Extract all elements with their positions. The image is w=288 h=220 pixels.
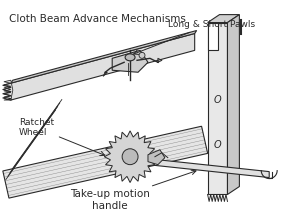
Text: Cloth Beam Advance Mechanisms: Cloth Beam Advance Mechanisms [9, 14, 186, 24]
Polygon shape [11, 31, 197, 83]
Polygon shape [148, 159, 269, 178]
Polygon shape [3, 126, 208, 198]
Circle shape [139, 52, 145, 58]
Circle shape [122, 149, 138, 165]
Ellipse shape [125, 54, 135, 61]
Polygon shape [104, 131, 156, 183]
Text: O: O [214, 95, 221, 105]
Polygon shape [148, 150, 165, 165]
Text: Long & Short Pawls: Long & Short Pawls [134, 20, 255, 54]
Text: Take-up motion
handle: Take-up motion handle [70, 170, 196, 211]
Polygon shape [4, 80, 13, 100]
Polygon shape [208, 23, 228, 194]
Polygon shape [112, 50, 148, 72]
Polygon shape [11, 33, 195, 100]
Text: O: O [214, 140, 221, 150]
Polygon shape [208, 23, 217, 50]
Text: Ratchet
Wheel: Ratchet Wheel [19, 118, 105, 156]
Polygon shape [208, 15, 239, 23]
Polygon shape [228, 15, 239, 194]
